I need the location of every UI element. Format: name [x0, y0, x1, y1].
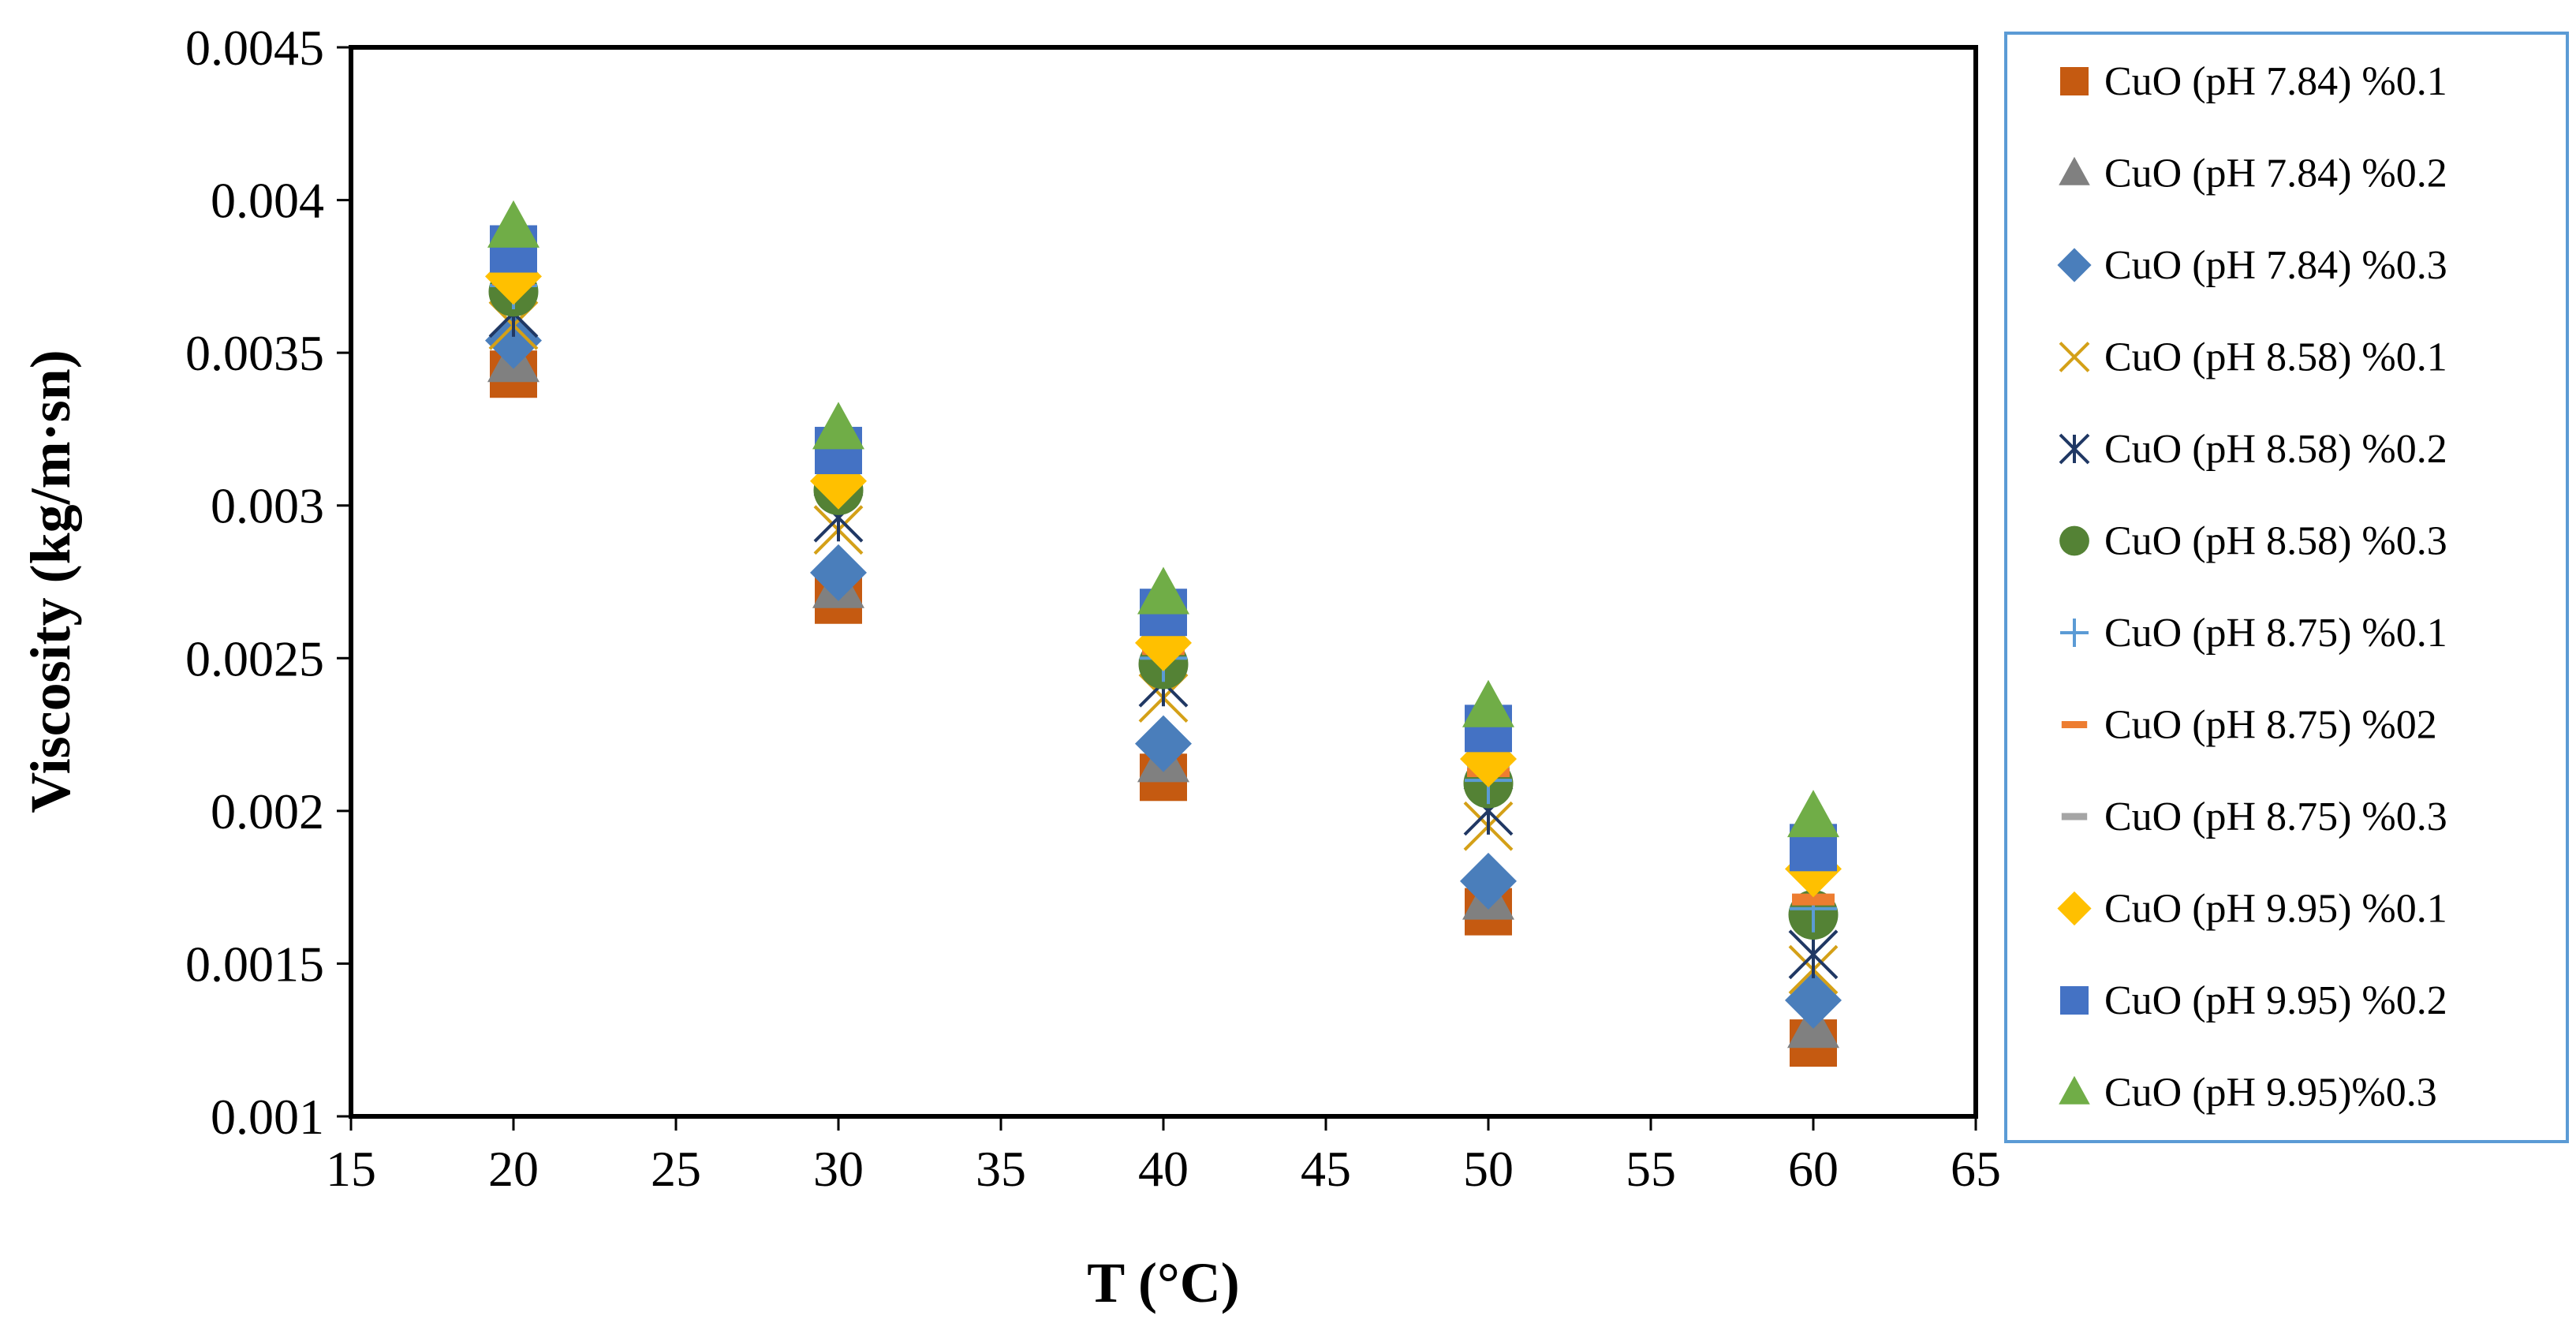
point-s11-p2 [1137, 566, 1189, 615]
legend-marker-4 [2059, 433, 2090, 465]
x-axis-title: T (°C) [1087, 1251, 1239, 1314]
y-tick-label-3: 0.0025 [185, 630, 324, 686]
y-tick-label-0: 0.001 [211, 1089, 324, 1145]
x-tick-label-30: 30 [813, 1141, 864, 1197]
point-s11-p1 [812, 402, 864, 450]
legend-label-4: CuO (pH 8.58) %0.2 [2104, 427, 2447, 472]
y-tick-label-7: 0.0045 [185, 20, 324, 76]
legend-marker-0 [2060, 67, 2089, 95]
legend-marker-11 [2059, 1075, 2090, 1105]
x-tick-label-65: 65 [1951, 1141, 2001, 1197]
point-s11-p4 [1787, 790, 1839, 838]
legend-label-0: CuO (pH 7.84) %0.1 [2104, 59, 2447, 104]
y-tick-label-4: 0.003 [211, 478, 324, 534]
legend-label-10: CuO (pH 9.95) %0.2 [2104, 978, 2447, 1023]
x-tick-label-50: 50 [1463, 1141, 1514, 1197]
point-s7-p4 [1792, 893, 1835, 906]
legend-label-5: CuO (pH 8.58) %0.3 [2104, 519, 2447, 564]
legend-marker-5 [2059, 525, 2089, 556]
legend-marker-9 [2057, 891, 2092, 926]
legend-marker-3 [2059, 342, 2090, 372]
legend-box [2004, 32, 2569, 1143]
legend-label-7: CuO (pH 8.75) %02 [2104, 703, 2437, 748]
x-tick-label-40: 40 [1138, 1141, 1189, 1197]
legend-marker-6 [2060, 619, 2089, 647]
legend-label-11: CuO (pH 9.95)%0.3 [2104, 1071, 2437, 1116]
legend-marker-10 [2060, 986, 2089, 1015]
legend-label-6: CuO (pH 8.75) %0.1 [2104, 611, 2447, 656]
y-tick-label-6: 0.004 [211, 173, 324, 229]
y-tick-label-2: 0.002 [211, 783, 324, 839]
x-tick-label-15: 15 [326, 1141, 376, 1197]
data-points [485, 200, 1842, 1067]
x-tick-label-55: 55 [1626, 1141, 1676, 1197]
x-tick-label-35: 35 [976, 1141, 1026, 1197]
x-tick-label-60: 60 [1788, 1141, 1839, 1197]
legend-label-2: CuO (pH 7.84) %0.3 [2104, 243, 2447, 288]
point-s2-p3 [1460, 852, 1517, 910]
legend-marker-1 [2059, 156, 2090, 185]
legend-marker-8 [2061, 813, 2088, 820]
x-tick-label-25: 25 [651, 1141, 701, 1197]
x-tick-label-45: 45 [1301, 1141, 1351, 1197]
y-axis-title: Viscosity (kg/m·sn) [19, 350, 82, 813]
point-s11-p3 [1462, 679, 1514, 727]
point-s2-p1 [810, 544, 867, 601]
y-tick-label-5: 0.0035 [185, 325, 324, 381]
legend-label-9: CuO (pH 9.95) %0.1 [2104, 887, 2447, 932]
point-s11-p0 [487, 200, 539, 248]
legend-label-3: CuO (pH 8.58) %0.1 [2104, 335, 2447, 380]
legend-marker-7 [2061, 721, 2088, 728]
legend-marker-2 [2057, 248, 2092, 282]
legend: CuO (pH 7.84) %0.1 CuO (pH 7.84) %0.2 CuO … [2057, 59, 2447, 1116]
x-axis-ticks: 15 20 25 30 35 40 45 50 55 60 65 [326, 1116, 2001, 1197]
x-tick-label-20: 20 [488, 1141, 539, 1197]
legend-label-1: CuO (pH 7.84) %0.2 [2104, 151, 2447, 196]
legend-label-8: CuO (pH 8.75) %0.3 [2104, 794, 2447, 839]
y-tick-label-1: 0.0015 [185, 936, 324, 992]
point-s2-p2 [1135, 715, 1192, 772]
y-axis-ticks: 0.001 0.0015 0.002 0.0025 0.003 0.0035 0.004 0.… [185, 20, 351, 1145]
